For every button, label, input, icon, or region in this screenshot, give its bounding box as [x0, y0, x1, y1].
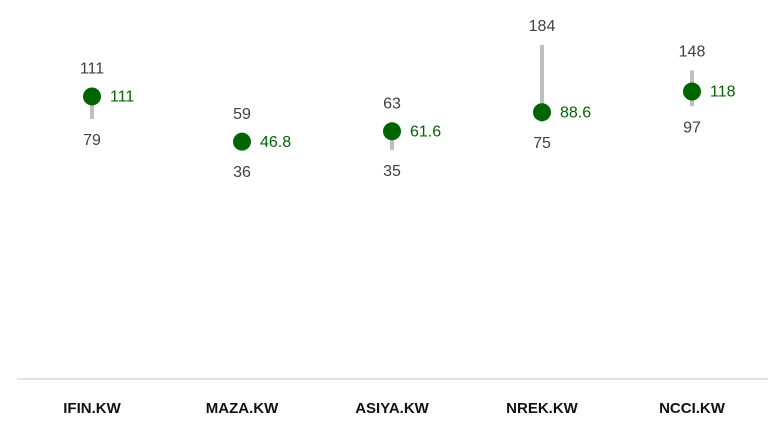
- value-label: 118: [710, 84, 736, 101]
- high-label: 148: [679, 44, 706, 61]
- x-tick-label: ASIYA.KW: [355, 400, 429, 417]
- low-label: 35: [383, 163, 401, 180]
- value-label: 46.8: [260, 134, 291, 151]
- low-label: 75: [533, 135, 551, 152]
- high-label: 111: [80, 61, 104, 78]
- value-dot: [83, 87, 101, 106]
- high-label: 184: [529, 18, 556, 35]
- value-dot: [683, 82, 701, 101]
- x-tick-label: NCCI.KW: [659, 400, 726, 417]
- value-dot: [233, 132, 251, 151]
- high-label: 59: [233, 106, 251, 123]
- value-dot: [533, 103, 551, 122]
- high-label: 63: [383, 95, 401, 112]
- x-tick-label: NREK.KW: [506, 400, 579, 417]
- low-label: 79: [83, 132, 101, 149]
- value-dot: [383, 122, 401, 141]
- x-tick-label: MAZA.KW: [206, 400, 279, 417]
- value-label: 88.6: [560, 104, 591, 121]
- x-tick-label: IFIN.KW: [63, 400, 121, 417]
- value-label: 111: [110, 89, 134, 106]
- low-label: 97: [683, 120, 701, 137]
- low-label: 36: [233, 164, 251, 181]
- value-label: 61.6: [410, 123, 441, 140]
